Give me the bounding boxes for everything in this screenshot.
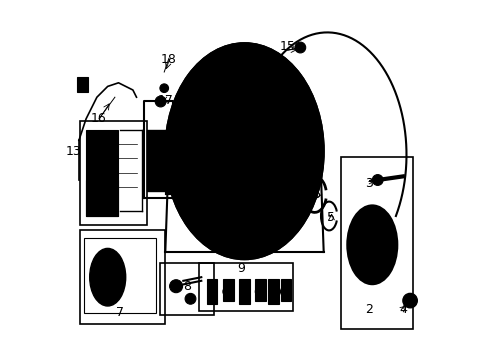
Text: 4: 4 — [398, 303, 406, 316]
Circle shape — [374, 219, 379, 224]
Circle shape — [155, 96, 166, 107]
Circle shape — [159, 131, 167, 139]
Circle shape — [294, 42, 305, 53]
Bar — [160, 263, 213, 315]
Ellipse shape — [165, 43, 323, 259]
Text: 10: 10 — [148, 139, 164, 152]
Circle shape — [223, 286, 233, 297]
Bar — [206, 279, 217, 304]
Circle shape — [356, 256, 361, 262]
Circle shape — [160, 84, 168, 93]
Ellipse shape — [346, 205, 397, 284]
Bar — [147, 130, 190, 191]
Text: 11: 11 — [196, 193, 212, 206]
Bar — [280, 279, 291, 301]
Text: 13: 13 — [65, 145, 81, 158]
Bar — [84, 238, 156, 313]
Circle shape — [406, 297, 413, 304]
Circle shape — [255, 286, 265, 297]
Circle shape — [402, 293, 416, 308]
Text: 5: 5 — [326, 211, 334, 224]
Text: 9: 9 — [237, 262, 244, 275]
Bar — [239, 279, 249, 304]
Text: 12: 12 — [98, 157, 114, 170]
Text: 16: 16 — [91, 112, 106, 125]
Bar — [223, 279, 233, 301]
Bar — [86, 130, 118, 216]
Circle shape — [385, 242, 390, 248]
Circle shape — [169, 280, 182, 293]
Bar — [340, 157, 412, 329]
Circle shape — [356, 228, 361, 233]
Ellipse shape — [190, 94, 262, 194]
Text: 1: 1 — [181, 139, 189, 152]
Text: 8: 8 — [183, 280, 190, 293]
Ellipse shape — [89, 248, 125, 306]
Circle shape — [264, 167, 275, 178]
Text: 15: 15 — [279, 40, 295, 53]
Bar — [80, 121, 147, 225]
Bar — [77, 77, 88, 92]
Ellipse shape — [354, 216, 389, 274]
Ellipse shape — [365, 234, 379, 256]
Bar — [80, 230, 165, 324]
Circle shape — [280, 286, 291, 297]
Circle shape — [374, 265, 379, 271]
Text: 6: 6 — [312, 188, 320, 201]
Text: 3: 3 — [364, 177, 372, 190]
Bar — [172, 133, 186, 184]
Circle shape — [152, 138, 165, 150]
Text: 18: 18 — [161, 53, 177, 66]
Bar — [151, 133, 172, 184]
Text: 7: 7 — [116, 306, 124, 319]
Bar — [255, 279, 265, 301]
Ellipse shape — [97, 259, 118, 295]
Text: 17: 17 — [157, 94, 173, 107]
Circle shape — [371, 175, 382, 185]
Text: 2: 2 — [364, 303, 372, 316]
Bar — [86, 180, 118, 216]
Circle shape — [215, 133, 237, 155]
Text: 14: 14 — [252, 213, 268, 226]
Circle shape — [185, 293, 196, 304]
Bar — [199, 263, 292, 311]
Bar — [267, 279, 278, 304]
